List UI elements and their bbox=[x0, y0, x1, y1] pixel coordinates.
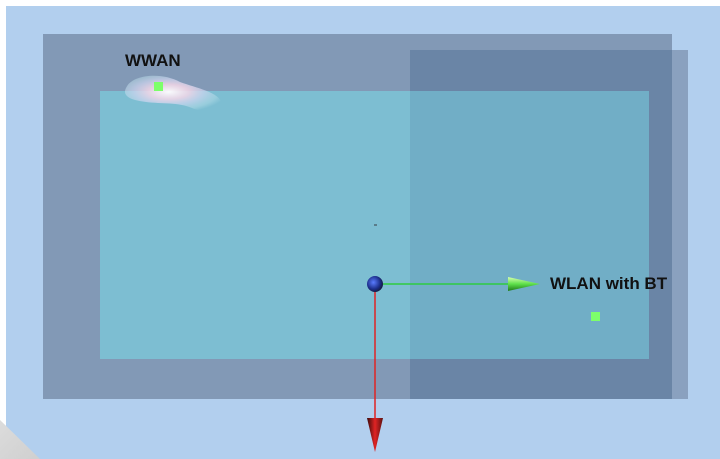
wlan-bt-label: WLAN with BT bbox=[550, 274, 668, 293]
origin-sphere-icon[interactable] bbox=[367, 276, 383, 292]
y-axis-arrow-icon[interactable] bbox=[367, 284, 383, 452]
wwan-field-glow bbox=[124, 75, 222, 112]
x-axis-arrow-icon[interactable] bbox=[375, 277, 540, 291]
wwan-antenna-marker[interactable] bbox=[154, 82, 163, 91]
reference-point bbox=[374, 224, 377, 226]
circuit-board-overlap bbox=[410, 91, 649, 359]
wwan-label: WWAN bbox=[125, 51, 181, 70]
wlan-antenna-marker[interactable] bbox=[591, 312, 600, 321]
chassis-panel-edge bbox=[672, 50, 688, 399]
